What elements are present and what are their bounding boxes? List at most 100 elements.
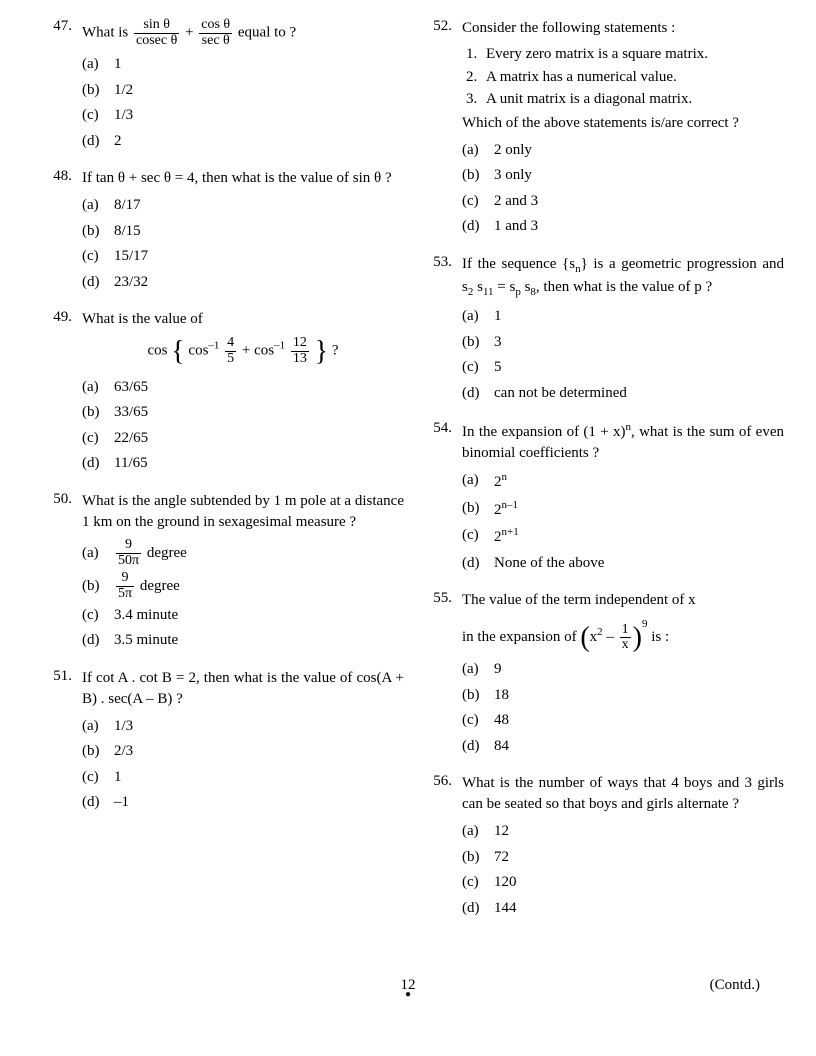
question-51: 51. If cot A . cot B = 2, then what is t… <box>48 668 404 816</box>
q56-d-lbl: (d) <box>462 896 494 922</box>
q47-plus: + <box>185 25 197 41</box>
q50-a-post: degree <box>143 545 187 561</box>
q49-frac1: 45 <box>225 336 236 366</box>
q51-opt-d: (d)–1 <box>82 790 404 816</box>
q53-sub11: 11 <box>483 286 494 298</box>
q54-stem: In the expansion of (1 + x)n, what is th… <box>462 420 784 464</box>
q49-opt-c: (c)22/65 <box>82 426 404 452</box>
q47-opt-a: (a)1 <box>82 52 404 78</box>
q52-s3n: 3. <box>462 88 486 111</box>
q50-a-frac: 950π <box>116 538 141 568</box>
q48-opt-d: (d)23/32 <box>82 270 404 296</box>
q51-stem: If cot A . cot B = 2, then what is the v… <box>82 668 404 710</box>
dot-icon: ● <box>405 990 411 1000</box>
q56-a-val: 12 <box>494 819 784 845</box>
q50-options: (a)950π degree (b)95π degree (c)3.4 minu… <box>82 537 404 654</box>
q49-f2d: 13 <box>291 352 309 367</box>
q52-stmt-3: 3.A unit matrix is a diagonal matrix. <box>462 88 784 111</box>
q50-c-lbl: (c) <box>82 603 114 629</box>
q54-bb: 2 <box>494 502 502 518</box>
q55-outsup: 9 <box>642 618 648 630</box>
q50-af-n: 9 <box>116 538 141 554</box>
q53-b-lbl: (b) <box>462 330 494 356</box>
q55-b-val: 18 <box>494 683 784 709</box>
q49-post: ? <box>332 343 339 359</box>
q49-d-lbl: (d) <box>82 451 114 477</box>
q52-s1: Every zero matrix is a square matrix. <box>486 43 784 66</box>
q51-number: 51. <box>48 668 82 816</box>
q56-options: (a)12 (b)72 (c)120 (d)144 <box>462 819 784 921</box>
q50-bf-n: 9 <box>116 571 134 587</box>
q55-c-val: 48 <box>494 708 784 734</box>
q50-body: What is the angle subtended by 1 m pole … <box>82 491 404 654</box>
q48-opt-c: (c)15/17 <box>82 244 404 270</box>
q48-b-val: 8/15 <box>114 219 404 245</box>
q47-frac2: cos θsec θ <box>199 18 232 48</box>
q50-b-val: 95π degree <box>114 570 404 603</box>
q53-opt-d: (d)can not be determined <box>462 381 784 407</box>
q49-body: What is the value of cos { cos–1 45 + co… <box>82 309 404 476</box>
q49-a-lbl: (a) <box>82 375 114 401</box>
q49-f2n: 12 <box>291 336 309 352</box>
q49-stem: What is the value of <box>82 309 404 330</box>
q56-opt-c: (c)120 <box>462 870 784 896</box>
q53-c-val: 5 <box>494 355 784 381</box>
q56-opt-b: (b)72 <box>462 845 784 871</box>
q52-opt-d: (d)1 and 3 <box>462 214 784 240</box>
q47-post: equal to ? <box>238 25 296 41</box>
q51-b-lbl: (b) <box>82 739 114 765</box>
q47-f1d: cosec θ <box>134 34 179 49</box>
q54-opt-c: (c)2n+1 <box>462 523 784 551</box>
paren-left-icon: ( <box>580 627 589 649</box>
q56-b-lbl: (b) <box>462 845 494 871</box>
q52-body: Consider the following statements : 1.Ev… <box>462 18 784 240</box>
q55-body: The value of the term independent of x i… <box>462 590 784 759</box>
q54-opt-a: (a)2n <box>462 468 784 496</box>
q48-stem: If tan θ + sec θ = 4, then what is the v… <box>82 168 404 189</box>
question-47: 47. What is sin θcosec θ + cos θsec θ eq… <box>48 18 404 154</box>
q49-options: (a)63/65 (b)33/65 (c)22/65 (d)11/65 <box>82 375 404 477</box>
q56-c-val: 120 <box>494 870 784 896</box>
q52-opt-a: (a)2 only <box>462 138 784 164</box>
q47-pre: What is <box>82 25 132 41</box>
q51-a-val: 1/3 <box>114 714 404 740</box>
q47-number: 47. <box>48 18 82 154</box>
q56-body: What is the number of ways that 4 boys a… <box>462 773 784 921</box>
q49-opt-a: (a)63/65 <box>82 375 404 401</box>
q51-opt-c: (c)1 <box>82 765 404 791</box>
q48-opt-a: (a)8/17 <box>82 193 404 219</box>
q54-opt-b: (b)2n–1 <box>462 496 784 524</box>
q52-a-val: 2 only <box>494 138 784 164</box>
q49-mid1: cos <box>188 343 208 359</box>
q47-opt-c: (c)1/3 <box>82 103 404 129</box>
q49-b-val: 33/65 <box>114 400 404 426</box>
q50-number: 50. <box>48 491 82 654</box>
q49-math: cos { cos–1 45 + cos–1 1213 } ? <box>82 336 404 366</box>
q52-which: Which of the above statements is/are cor… <box>462 113 784 134</box>
q53-a-lbl: (a) <box>462 304 494 330</box>
q53-stem: If the sequence {sn} is a geometric prog… <box>462 254 784 301</box>
q55-d-val: 84 <box>494 734 784 760</box>
q53-opt-c: (c)5 <box>462 355 784 381</box>
q54-bs: n–1 <box>502 499 519 511</box>
q48-a-lbl: (a) <box>82 193 114 219</box>
q48-d-val: 23/32 <box>114 270 404 296</box>
q52-stmt-2: 2.A matrix has a numerical value. <box>462 66 784 89</box>
q55-opt-a: (a)9 <box>462 657 784 683</box>
content-columns: 47. What is sin θcosec θ + cos θsec θ eq… <box>48 18 784 935</box>
q55-fd: x <box>620 638 631 653</box>
q55-options: (a)9 (b)18 (c)48 (d)84 <box>462 657 784 759</box>
q52-b-val: 3 only <box>494 163 784 189</box>
q50-opt-b: (b)95π degree <box>82 570 404 603</box>
q55-a-lbl: (a) <box>462 657 494 683</box>
question-50: 50. What is the angle subtended by 1 m p… <box>48 491 404 654</box>
q55-d-lbl: (d) <box>462 734 494 760</box>
q48-opt-b: (b)8/15 <box>82 219 404 245</box>
q52-stmt-1: 1.Every zero matrix is a square matrix. <box>462 43 784 66</box>
q50-b-frac: 95π <box>116 571 134 601</box>
brace-left-icon: { <box>171 339 184 364</box>
contd-label: (Contd.) <box>710 977 760 994</box>
q49-f1d: 5 <box>225 352 236 367</box>
brace-right-icon: } <box>315 339 328 364</box>
q50-b-lbl: (b) <box>82 570 114 603</box>
